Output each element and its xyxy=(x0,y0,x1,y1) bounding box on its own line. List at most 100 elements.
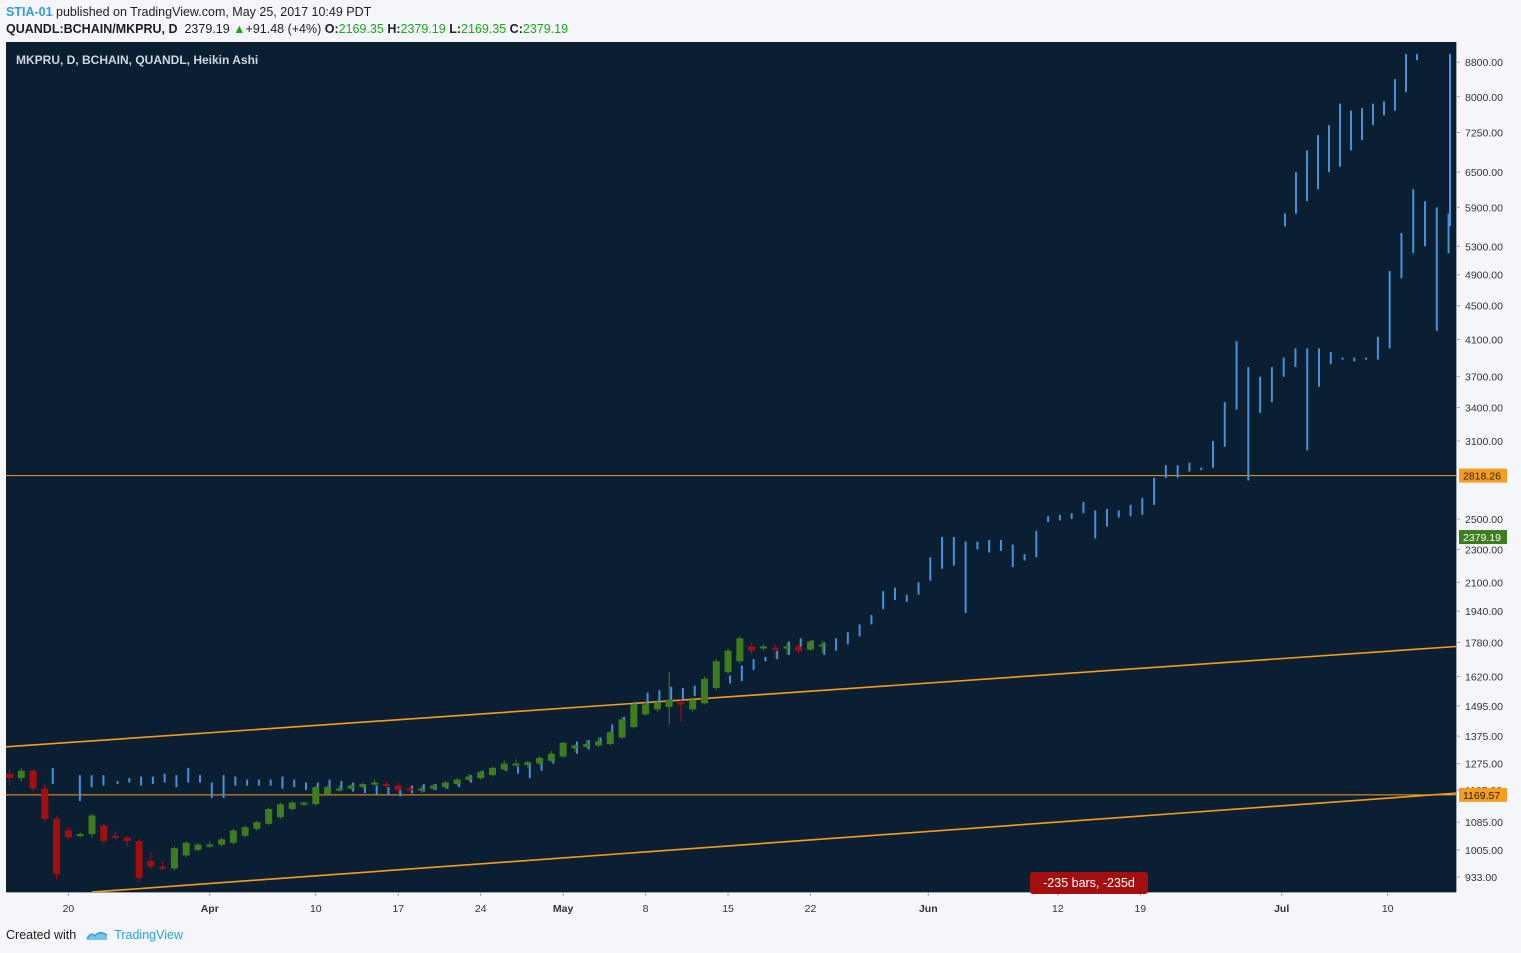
candle-body xyxy=(6,773,14,779)
y-tick-label: 7250.00 xyxy=(1465,128,1503,140)
candle-body xyxy=(465,776,473,780)
candle-body xyxy=(229,830,237,843)
candle-body xyxy=(147,860,155,867)
price-line-label-bg xyxy=(1459,787,1507,802)
candle-body xyxy=(418,788,426,791)
candle-body xyxy=(488,767,496,776)
candle-body xyxy=(653,702,661,710)
y-tick-label: 4100.00 xyxy=(1465,334,1503,346)
y-tick-label: 1085.00 xyxy=(1465,817,1503,829)
footer: Created with TradingView xyxy=(6,928,183,942)
candle-body xyxy=(53,818,61,875)
candle-body xyxy=(500,763,508,770)
change-arrow-icon: ▲ xyxy=(233,22,246,36)
candle-body xyxy=(453,779,461,785)
x-tick-label: 24 xyxy=(475,903,487,915)
candle-body xyxy=(748,646,756,651)
candle-body xyxy=(324,787,332,795)
price-line-label-bg xyxy=(1459,468,1507,483)
plot-marks xyxy=(6,54,1456,892)
candle-body xyxy=(300,802,308,805)
candle-body xyxy=(241,827,249,836)
y-tick-label: 3100.00 xyxy=(1465,436,1503,448)
candle-body xyxy=(677,702,685,705)
y-tick-label: 5900.00 xyxy=(1465,202,1503,214)
y-tick-label: 1275.00 xyxy=(1465,759,1503,771)
y-tick-label: 4500.00 xyxy=(1465,301,1503,313)
candle-body xyxy=(524,762,532,765)
x-tick-label: 8 xyxy=(643,903,649,915)
created-with-text: Created with xyxy=(6,928,77,942)
candle-body xyxy=(441,782,449,788)
price-line-label: 2818.26 xyxy=(1463,471,1501,483)
time-axis xyxy=(6,892,1456,916)
x-tick-label: 22 xyxy=(805,903,817,915)
candle-body xyxy=(159,866,167,869)
candle-body xyxy=(700,678,708,704)
candle-body xyxy=(547,753,555,761)
open-label: O: xyxy=(324,22,339,36)
candle-body xyxy=(347,785,355,789)
high-label: H: xyxy=(387,22,401,36)
y-tick-label: 8000.00 xyxy=(1465,92,1503,104)
candle-body xyxy=(406,788,414,791)
y-tick-label: 1620.00 xyxy=(1465,672,1503,684)
candle-body xyxy=(335,788,343,791)
candle-body xyxy=(795,646,803,651)
symbol-label: QUANDL:BCHAIN/MKPRU, D xyxy=(6,22,178,36)
candle-body xyxy=(276,804,284,818)
low-value: 2169.35 xyxy=(461,22,507,36)
x-tick-label: 10 xyxy=(1382,903,1394,915)
y-tick-label: 2100.00 xyxy=(1465,577,1503,589)
candle-body xyxy=(594,741,602,746)
candle-body xyxy=(41,788,49,819)
candle-body xyxy=(88,815,96,835)
candle-body xyxy=(536,757,544,764)
y-tick-label: 1375.00 xyxy=(1465,731,1503,743)
x-tick-label: 10 xyxy=(310,903,322,915)
current-price-label: 2379.19 xyxy=(1463,532,1501,544)
candle-body xyxy=(606,732,614,745)
open-value: 2169.35 xyxy=(338,22,384,36)
x-tick-label: 19 xyxy=(1134,903,1146,915)
tradingview-link[interactable]: TradingView xyxy=(114,928,183,942)
close-value: 2379.19 xyxy=(522,22,569,36)
candle-body xyxy=(312,787,320,805)
candle-body xyxy=(288,802,296,809)
y-tick-label: 1940.00 xyxy=(1465,606,1503,618)
tradingview-logo-icon xyxy=(86,932,108,940)
price-chart[interactable]: MKPRU, D, BCHAIN, QUANDL, Heikin Ashi 880… xyxy=(6,42,1515,916)
x-tick-label: 17 xyxy=(392,903,404,915)
published-text: published on TradingView.com, May 25, 20… xyxy=(56,5,372,19)
candle-body xyxy=(771,647,779,650)
candle-body xyxy=(477,772,485,779)
candle-body xyxy=(430,785,438,789)
current-price-label-bg xyxy=(1459,530,1507,545)
price-line-label: 1169.57 xyxy=(1463,790,1500,802)
author-link[interactable]: STIA-01 xyxy=(6,5,53,19)
candle-body xyxy=(559,742,567,757)
candle-body xyxy=(382,784,390,787)
x-tick-label: 15 xyxy=(722,903,734,915)
candle-body xyxy=(359,784,367,788)
x-tick-label: May xyxy=(553,903,574,915)
x-tick-label: 20 xyxy=(63,903,75,915)
x-tick-label: 12 xyxy=(1052,903,1064,915)
candle-body xyxy=(724,650,732,673)
y-tick-label: 8800.00 xyxy=(1465,57,1503,69)
candle-body xyxy=(689,699,697,710)
y-tick-label: 4900.00 xyxy=(1465,270,1503,282)
candle-body xyxy=(170,848,178,869)
candle-body xyxy=(371,782,379,785)
y-tick-label: 933.00 xyxy=(1465,872,1497,884)
publish-info: STIA-01 published on TradingView.com, Ma… xyxy=(6,4,371,21)
candle-body xyxy=(17,770,25,779)
candle-body xyxy=(665,699,673,707)
candle-body xyxy=(630,704,638,728)
candle-body xyxy=(394,785,402,791)
candle-body xyxy=(29,770,37,789)
y-tick-label: 1495.00 xyxy=(1465,701,1503,713)
candle-body xyxy=(759,646,767,649)
candle-body xyxy=(218,839,226,845)
candle-body xyxy=(64,830,72,838)
